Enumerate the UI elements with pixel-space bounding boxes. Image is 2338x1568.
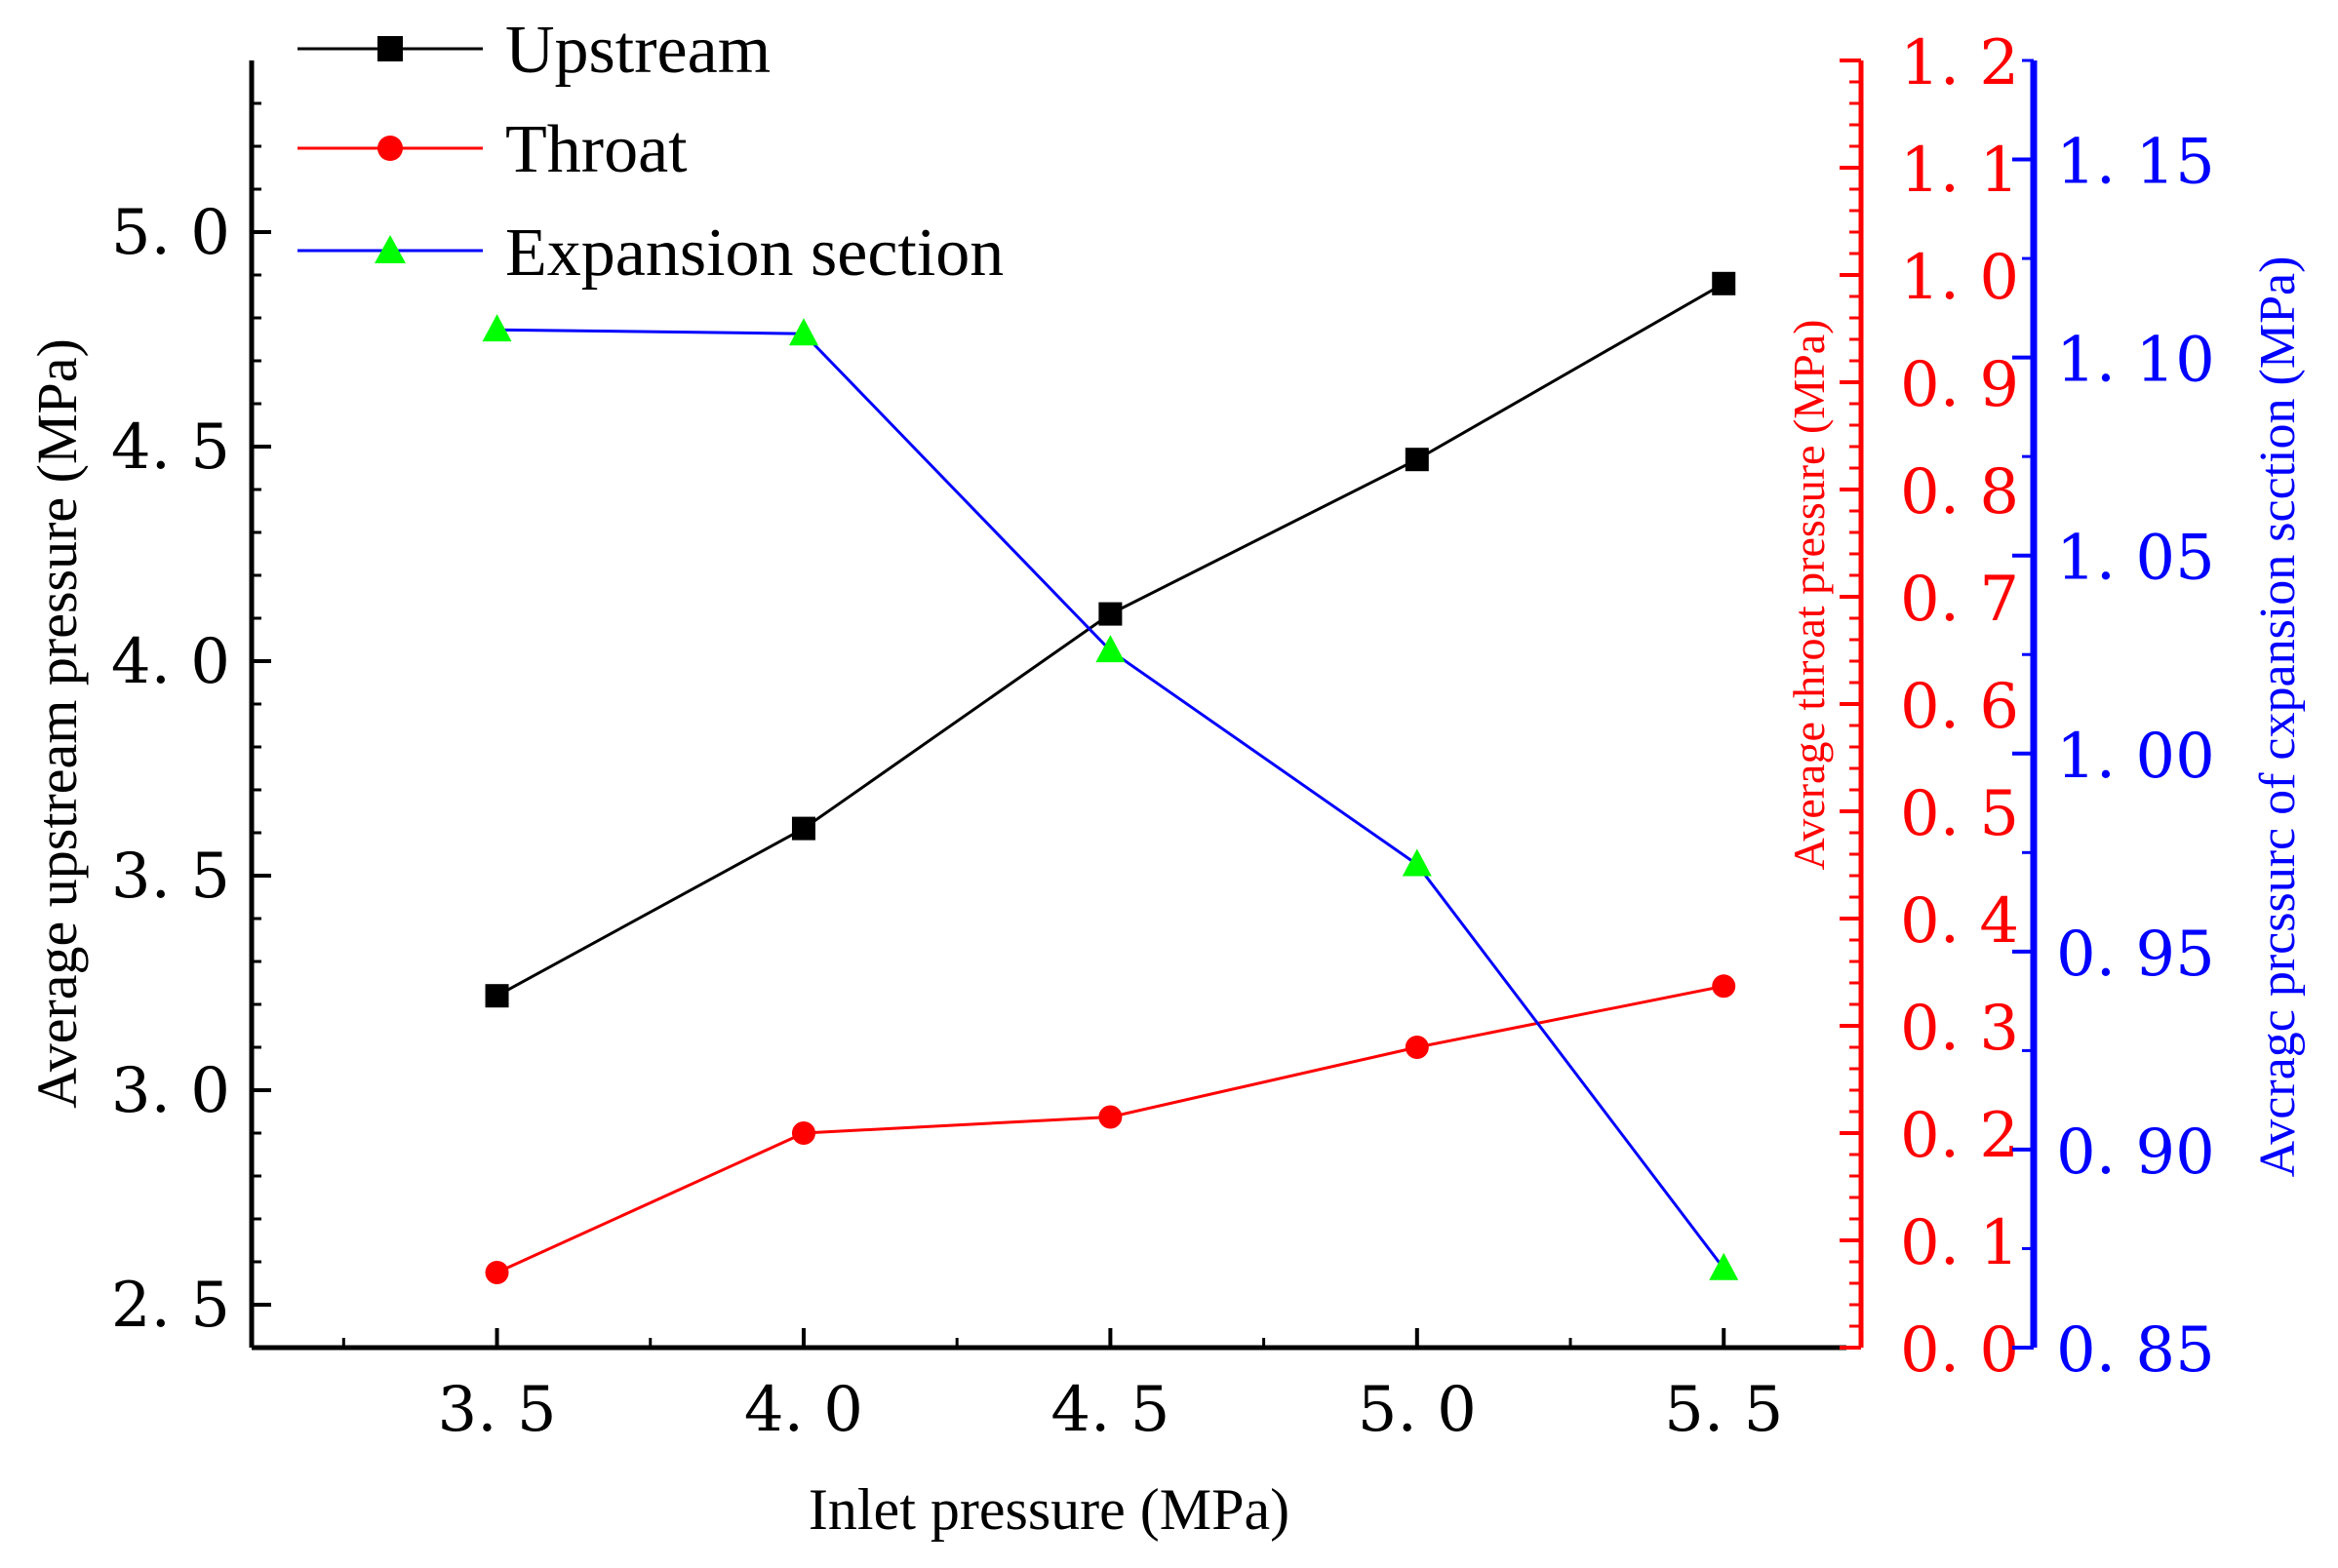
legend: Upstream Throat Expansion section <box>297 13 1004 291</box>
throat-axis-title: Average throat pressure (MPa) <box>1784 320 1834 871</box>
data-point-expansion <box>1095 635 1126 663</box>
data-point-upstream <box>485 984 509 1008</box>
data-point-expansion <box>482 314 512 342</box>
series-line-throat <box>495 984 1724 1274</box>
data-point-throat <box>1712 974 1736 999</box>
left-axis-tick-label: 4. 0 <box>111 626 230 698</box>
legend-marker-upstream <box>377 36 403 61</box>
left-axis-tick-label: 3. 5 <box>111 841 230 913</box>
data-point-throat <box>1098 1105 1123 1129</box>
expansion-axis-tick-label: 0. 95 <box>2056 919 2215 991</box>
x-axis-tick-label: 5. 0 <box>1358 1374 1477 1446</box>
legend-label-expansion: Expansion section <box>505 216 1004 291</box>
throat-axis-tick-label: 0. 3 <box>1900 993 2019 1065</box>
throat-axis-tick-label: 1. 1 <box>1900 135 2019 207</box>
throat-axis-tick-label: 1. 2 <box>1900 27 2019 99</box>
data-point-upstream <box>1712 271 1736 295</box>
throat-axis-tick-label: 0. 2 <box>1900 1100 2019 1172</box>
x-axis-tick-label: 3. 5 <box>437 1374 556 1446</box>
left-axis-tick-label: 5. 0 <box>111 197 230 269</box>
series-layer <box>482 271 1739 1284</box>
left-axis-tick-label: 3. 0 <box>111 1055 230 1127</box>
x-axis-tick-label: 4. 5 <box>1050 1374 1169 1446</box>
expansion-axis-tick-label: 0. 85 <box>2056 1314 2215 1387</box>
expansion-axis-title: Avcragc prcssurc of cxpansion scction (M… <box>2250 256 2306 1178</box>
throat-axis-tick-label: 0. 7 <box>1900 564 2019 636</box>
axes-layer: 2. 5 3. 0 3. 5 4. 0 4. 5 5. 0 Average upstream… <box>25 27 2306 1542</box>
left-axis-tick-label: 2. 5 <box>111 1270 230 1342</box>
throat-axis-tick-label: 0. 5 <box>1900 778 2019 850</box>
throat-axis-tick-label: 1. 0 <box>1900 242 2019 314</box>
data-point-upstream <box>1098 602 1123 626</box>
left-axis-tick-label: 4. 5 <box>111 412 230 484</box>
legend-label-upstream: Upstream <box>505 13 771 88</box>
x-axis-tick-label: 5. 5 <box>1664 1374 1783 1446</box>
throat-axis-tick-label: 0. 4 <box>1900 885 2019 958</box>
x-axis-tick-label: 4. 0 <box>744 1374 863 1446</box>
throat-axis-tick-label: 0. 8 <box>1900 456 2019 529</box>
left-axis-title: Average upstream pressure (MPa) <box>25 338 89 1109</box>
expansion-axis-tick-label: 1. 10 <box>2056 325 2215 397</box>
legend-marker-expansion <box>375 235 406 263</box>
data-point-throat <box>485 1261 509 1284</box>
data-point-expansion <box>788 318 818 346</box>
legend-label-throat: Throat <box>505 112 688 187</box>
expansion-axis-tick-label: 1. 15 <box>2056 127 2215 199</box>
x-axis-title: Inlet pressure (MPa) <box>809 1477 1289 1542</box>
expansion-axis-tick-label: 1. 05 <box>2056 523 2215 595</box>
data-point-throat <box>791 1121 815 1145</box>
data-point-upstream <box>791 816 815 841</box>
data-point-expansion <box>1709 1252 1739 1280</box>
throat-axis-tick-label: 0. 9 <box>1900 349 2019 421</box>
throat-axis-tick-label: 0. 6 <box>1900 671 2019 743</box>
data-point-throat <box>1405 1036 1429 1059</box>
throat-axis-tick-label: 0. 1 <box>1900 1207 2019 1279</box>
data-point-upstream <box>1405 448 1429 472</box>
expansion-axis-tick-label: 1. 00 <box>2056 721 2215 793</box>
throat-axis-tick-label: 0. 0 <box>1900 1314 2019 1387</box>
expansion-axis-tick-label: 0. 90 <box>2056 1117 2215 1189</box>
legend-marker-throat <box>377 136 403 161</box>
data-point-expansion <box>1402 848 1432 877</box>
